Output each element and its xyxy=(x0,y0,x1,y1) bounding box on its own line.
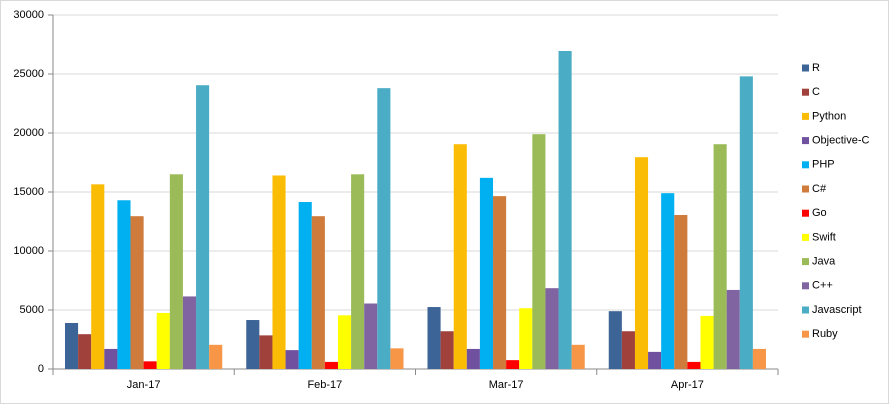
bar xyxy=(364,303,378,369)
legend-label: R xyxy=(812,62,820,74)
legend-label: Javascript xyxy=(812,304,862,316)
legend-swatch xyxy=(802,282,809,290)
y-tick-label: 10000 xyxy=(13,245,44,257)
bar xyxy=(621,331,635,369)
legend-swatch xyxy=(802,185,809,193)
bar xyxy=(104,348,118,369)
bar xyxy=(65,322,79,369)
bar xyxy=(674,215,688,369)
bar xyxy=(272,175,286,369)
y-tick-label: 20000 xyxy=(13,127,44,139)
x-tick-label: Jan-17 xyxy=(127,379,161,391)
bar xyxy=(713,144,727,369)
bar xyxy=(453,144,467,369)
bar xyxy=(182,296,197,369)
legend-swatch xyxy=(802,161,809,169)
x-tick-label: Feb-17 xyxy=(307,379,342,391)
legend-label: C# xyxy=(812,183,827,195)
legend-label: Swift xyxy=(812,231,836,243)
bar xyxy=(700,315,714,369)
bar xyxy=(298,202,312,369)
bar xyxy=(479,177,494,369)
legend-swatch xyxy=(802,233,809,241)
legend-label: Java xyxy=(812,256,836,268)
y-tick-label: 30000 xyxy=(13,9,44,21)
bar xyxy=(156,312,170,369)
bar xyxy=(337,315,352,369)
y-tick-label: 5000 xyxy=(20,304,44,316)
bar xyxy=(196,85,210,370)
bar xyxy=(390,348,404,369)
bar xyxy=(634,157,649,369)
bar xyxy=(608,311,622,369)
bar xyxy=(532,134,546,369)
bar xyxy=(130,216,144,369)
legend-swatch xyxy=(802,64,809,72)
bar xyxy=(493,196,507,369)
bar xyxy=(285,350,299,369)
legend-swatch xyxy=(802,88,809,96)
legend-swatch xyxy=(802,330,809,338)
legend-swatch xyxy=(802,112,809,120)
bar xyxy=(246,320,260,369)
bar xyxy=(351,174,365,369)
x-tick-label: Apr-17 xyxy=(671,379,704,391)
bar xyxy=(466,348,480,369)
bar xyxy=(519,308,533,369)
bar xyxy=(440,331,454,369)
bar xyxy=(752,348,766,369)
y-tick-label: 15000 xyxy=(13,186,44,198)
legend-label: PHP xyxy=(812,159,835,171)
legend-swatch xyxy=(802,209,809,217)
bar xyxy=(545,288,559,369)
legend-label: Objective-C xyxy=(812,135,870,147)
bar xyxy=(506,360,520,369)
bar xyxy=(259,335,273,369)
y-tick-label: 25000 xyxy=(13,68,44,80)
bar xyxy=(377,88,391,369)
bar xyxy=(117,200,131,369)
bar xyxy=(739,76,753,370)
bar xyxy=(324,361,338,369)
bar xyxy=(687,361,701,369)
bar xyxy=(209,344,223,369)
legend-label: Go xyxy=(812,207,827,219)
bar xyxy=(91,184,105,369)
legend-label: C++ xyxy=(812,280,833,292)
bar xyxy=(143,361,157,369)
x-tick-label: Mar-17 xyxy=(489,379,524,391)
bar xyxy=(648,351,662,369)
legend-swatch xyxy=(802,258,809,266)
bar xyxy=(427,307,441,369)
bar xyxy=(311,216,325,369)
bar xyxy=(169,174,183,369)
bar xyxy=(78,334,92,369)
legend-swatch xyxy=(802,306,809,314)
legend-label: Python xyxy=(812,110,846,122)
legend-swatch xyxy=(802,137,809,145)
legend-label: C xyxy=(812,86,820,98)
legend-label: Ruby xyxy=(812,328,838,340)
y-tick-label: 0 xyxy=(38,363,44,375)
bar xyxy=(726,289,740,369)
bar xyxy=(558,50,572,370)
bar xyxy=(661,193,675,369)
bar xyxy=(571,344,585,369)
